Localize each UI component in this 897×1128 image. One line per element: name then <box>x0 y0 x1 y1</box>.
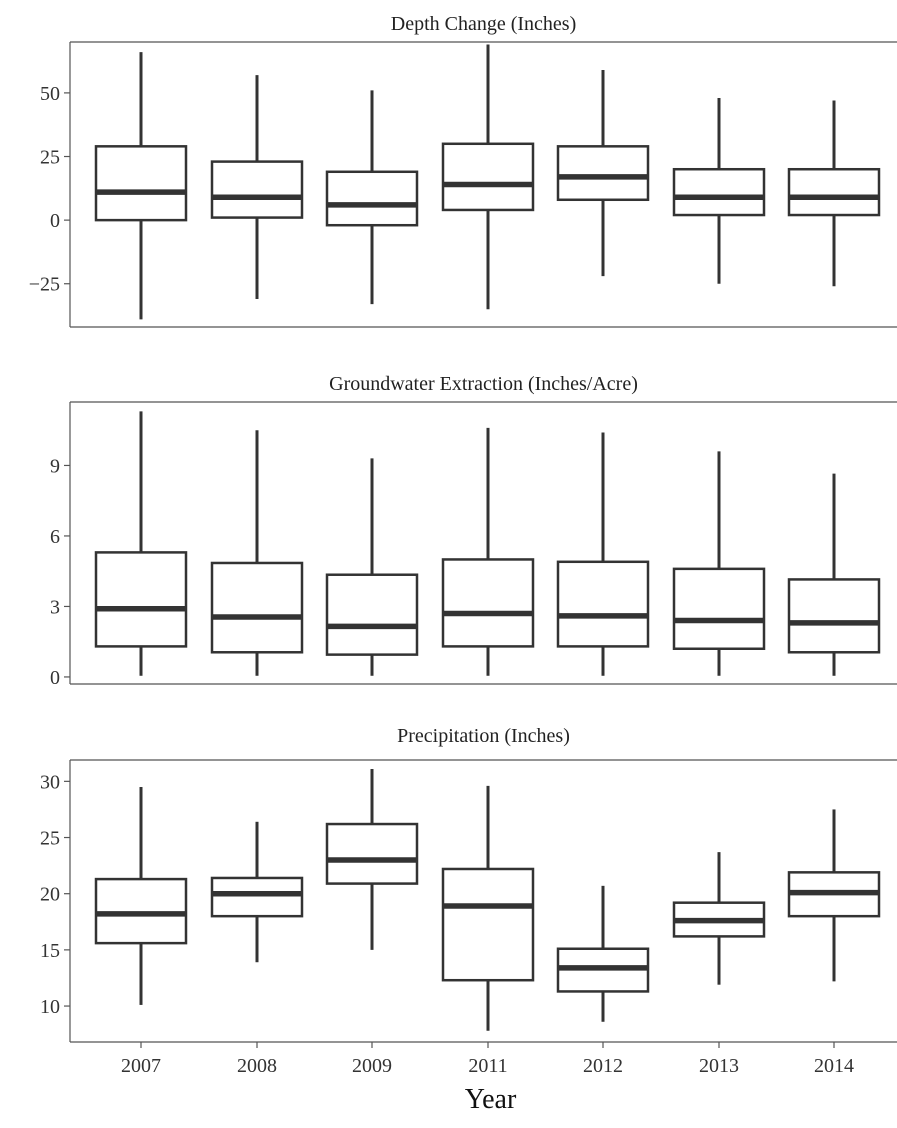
iqr-box <box>441 867 535 982</box>
box-2013 <box>672 852 766 985</box>
iqr-box <box>94 145 188 222</box>
iqr-box <box>210 876 304 918</box>
box-2008 <box>210 75 304 300</box>
box-2008 <box>210 430 304 676</box>
iqr-box <box>325 822 419 885</box>
panel-title: Depth Change (Inches) <box>391 13 577 35</box>
iqr-box <box>441 558 535 648</box>
iqr-box <box>325 573 419 656</box>
iqr-box <box>94 877 188 945</box>
iqr-box <box>556 145 650 202</box>
iqr-box <box>787 578 881 654</box>
panel-1: Depth Change (Inches) −25 0 25 50 <box>29 13 897 328</box>
y-tick-label: 9 <box>50 455 60 477</box>
box-2013 <box>672 97 766 284</box>
box-2007 <box>94 52 188 320</box>
panel-2: Groundwater Extraction (Inches/Acre) 0 3 6 9 <box>50 373 897 689</box>
box-2011 <box>441 44 535 310</box>
y-tick-label: 0 <box>50 667 60 689</box>
box-2014 <box>787 100 881 287</box>
y-tick-label: 6 <box>50 526 60 548</box>
x-tick-label: 2009 <box>352 1055 392 1077</box>
y-tick-label: −25 <box>29 274 60 296</box>
x-tick-label: 2007 <box>121 1055 161 1077</box>
panel-3: Precipitation (Inches) 10 15 20 25 30 2007 2008… <box>40 725 897 1115</box>
box-2012 <box>556 69 650 277</box>
iqr-box <box>441 142 535 212</box>
y-tick-label: 25 <box>40 147 60 169</box>
iqr-box <box>94 551 188 648</box>
x-tick-label: 2008 <box>237 1055 277 1077</box>
box-2012 <box>556 432 650 676</box>
iqr-box <box>325 170 419 227</box>
box-2008 <box>210 821 304 963</box>
iqr-box <box>556 560 650 648</box>
x-tick-label: 2011 <box>468 1055 507 1077</box>
y-tick-label: 10 <box>40 996 60 1018</box>
iqr-box <box>672 567 766 650</box>
box-2009 <box>325 458 419 676</box>
iqr-box <box>672 167 766 217</box>
iqr-box <box>787 167 881 217</box>
x-tick-label: 2013 <box>699 1055 739 1077</box>
box-2009 <box>325 768 419 950</box>
y-tick-label: 0 <box>50 210 60 232</box>
box-2007 <box>94 411 188 676</box>
iqr-box <box>210 160 304 219</box>
iqr-box <box>210 561 304 654</box>
y-tick-label: 15 <box>40 940 60 962</box>
box-2013 <box>672 451 766 676</box>
panel-title: Groundwater Extraction (Inches/Acre) <box>329 373 638 395</box>
x-tick-label: 2012 <box>583 1055 623 1077</box>
box-2012 <box>556 885 650 1022</box>
box-2014 <box>787 473 881 676</box>
y-tick-label: 50 <box>40 83 60 105</box>
box-2007 <box>94 786 188 1005</box>
y-tick-label: 20 <box>40 884 60 906</box>
x-axis-label: Year <box>465 1084 517 1115</box>
box-2011 <box>441 427 535 676</box>
box-2014 <box>787 809 881 982</box>
panel-title: Precipitation (Inches) <box>397 725 570 747</box>
y-tick-label: 3 <box>50 596 60 618</box>
box-2011 <box>441 785 535 1031</box>
y-tick-label: 25 <box>40 828 60 850</box>
x-tick-label: 2014 <box>814 1055 854 1077</box>
box-2009 <box>325 90 419 305</box>
y-tick-label: 30 <box>40 771 60 793</box>
